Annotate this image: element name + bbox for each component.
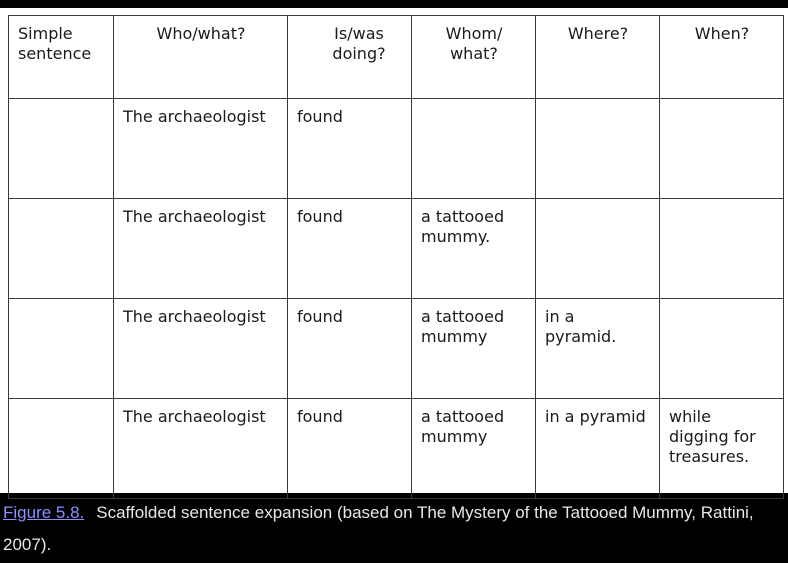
header-when: When?	[659, 15, 784, 99]
cell-where	[535, 98, 660, 199]
header-who-what: Who/what?	[113, 15, 288, 99]
cell-who-what: The archaeologist	[113, 298, 288, 399]
cell-whom-what-text: a tattooed mummy.	[421, 207, 505, 246]
caption-text: Scaffolded sentence expansion (based on …	[3, 503, 754, 554]
cell-when	[659, 98, 784, 199]
cell-is-was-doing: found	[287, 198, 412, 299]
header-whom-what-text: Whom/ what?	[445, 24, 503, 63]
cell-where: in a pyramid.	[535, 298, 660, 399]
header-is-was-doing: Is/was doing?	[287, 15, 412, 99]
header-row: Simple sentence Who/what? Is/was doing? …	[8, 15, 784, 99]
table-row: The archaeologist found	[8, 98, 784, 199]
cell-where	[535, 198, 660, 299]
cell-when: while digging for treasures.	[659, 398, 784, 499]
cell-where-text: in a pyramid.	[545, 307, 617, 346]
cell-when	[659, 298, 784, 399]
cell-who-what: The archaeologist	[113, 198, 288, 299]
header-is-was-doing-text: Is/was doing?	[332, 24, 386, 63]
figure-caption: Figure 5.8. Scaffolded sentence expansion…	[3, 497, 785, 561]
cell-simple-sentence	[8, 198, 114, 299]
cell-whom-what: a tattooed mummy.	[411, 198, 536, 299]
figure-link[interactable]: Figure 5.8.	[3, 503, 85, 522]
table-row: The archaeologist found a tattooed mummy…	[8, 298, 784, 399]
header-whom-what: Whom/ what?	[411, 15, 536, 99]
cell-is-was-doing: found	[287, 98, 412, 199]
cell-simple-sentence	[8, 298, 114, 399]
cell-when-text: while digging for treasures.	[669, 407, 756, 466]
scaffold-table: Simple sentence Who/what? Is/was doing? …	[8, 15, 784, 499]
cell-whom-what	[411, 98, 536, 199]
header-simple-sentence: Simple sentence	[8, 15, 114, 99]
cell-when	[659, 198, 784, 299]
cell-is-was-doing: found	[287, 298, 412, 399]
cell-whom-what: a tattooed mummy	[411, 298, 536, 399]
header-where: Where?	[535, 15, 660, 99]
cell-simple-sentence	[8, 98, 114, 199]
cell-who-what: The archaeologist	[113, 98, 288, 199]
cell-whom-what: a tattooed mummy	[411, 398, 536, 499]
cell-whom-what-text: a tattooed mummy	[421, 307, 505, 346]
table-row: The archaeologist found a tattooed mummy…	[8, 398, 784, 499]
cell-who-what: The archaeologist	[113, 398, 288, 499]
figure-image: Simple sentence Who/what? Is/was doing? …	[0, 8, 788, 499]
table-row: The archaeologist found a tattooed mummy…	[8, 198, 784, 299]
cell-is-was-doing: found	[287, 398, 412, 499]
cell-where: in a pyramid	[535, 398, 660, 499]
cell-simple-sentence	[8, 398, 114, 499]
cell-whom-what-text: a tattooed mummy	[421, 407, 505, 446]
